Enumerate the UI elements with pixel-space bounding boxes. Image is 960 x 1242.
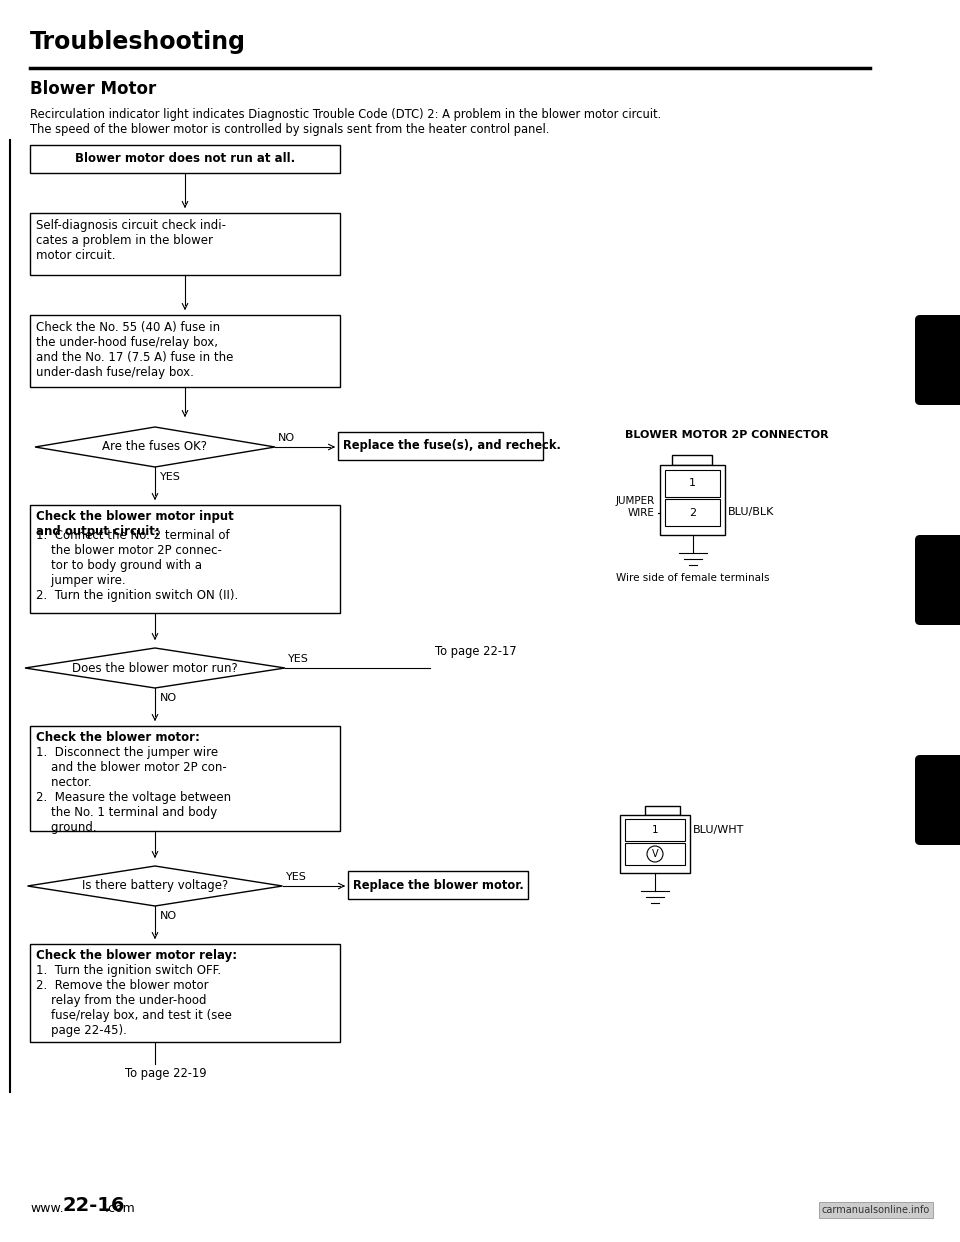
FancyBboxPatch shape	[30, 315, 340, 388]
FancyBboxPatch shape	[645, 806, 680, 815]
FancyBboxPatch shape	[665, 469, 720, 497]
Text: 1.  Turn the ignition switch OFF.
2.  Remove the blower motor
    relay from the: 1. Turn the ignition switch OFF. 2. Remo…	[36, 964, 232, 1037]
Text: 2: 2	[689, 508, 696, 518]
Text: To page 22-17: To page 22-17	[435, 645, 516, 658]
Text: Blower Motor: Blower Motor	[30, 79, 156, 98]
FancyBboxPatch shape	[30, 944, 340, 1042]
Text: 1: 1	[689, 478, 696, 488]
Text: Wire side of female terminals: Wire side of female terminals	[615, 573, 769, 582]
Text: 1.  Connect the No. 2 terminal of
    the blower motor 2P connec-
    tor to bod: 1. Connect the No. 2 terminal of the blo…	[36, 529, 238, 602]
FancyBboxPatch shape	[625, 818, 685, 841]
FancyBboxPatch shape	[348, 871, 528, 899]
Text: To page 22-19: To page 22-19	[125, 1067, 206, 1081]
Text: Blower motor does not run at all.: Blower motor does not run at all.	[75, 153, 295, 165]
Text: 1.  Disconnect the jumper wire
    and the blower motor 2P con-
    nector.
2.  : 1. Disconnect the jumper wire and the bl…	[36, 746, 231, 833]
Text: carmanualsonline.info: carmanualsonline.info	[822, 1205, 930, 1215]
Text: BLU/WHT: BLU/WHT	[693, 825, 744, 835]
Text: 22-16: 22-16	[62, 1196, 125, 1215]
Text: YES: YES	[288, 655, 309, 664]
Text: NO: NO	[160, 693, 178, 703]
Text: Check the blower motor:: Check the blower motor:	[36, 732, 200, 744]
Text: NO: NO	[160, 910, 178, 922]
FancyBboxPatch shape	[30, 212, 340, 274]
Polygon shape	[35, 427, 275, 467]
FancyBboxPatch shape	[620, 815, 690, 873]
Polygon shape	[25, 648, 285, 688]
FancyBboxPatch shape	[915, 755, 960, 845]
Text: YES: YES	[285, 872, 306, 882]
Text: BLOWER MOTOR 2P CONNECTOR: BLOWER MOTOR 2P CONNECTOR	[625, 430, 828, 440]
Text: YES: YES	[160, 472, 180, 482]
FancyBboxPatch shape	[672, 455, 712, 465]
FancyBboxPatch shape	[915, 315, 960, 405]
FancyBboxPatch shape	[915, 535, 960, 625]
Text: Does the blower motor run?: Does the blower motor run?	[72, 662, 238, 674]
Text: Replace the blower motor.: Replace the blower motor.	[353, 878, 524, 892]
Text: BLU/BLK: BLU/BLK	[728, 508, 775, 518]
FancyBboxPatch shape	[30, 145, 340, 173]
Text: Replace the fuse(s), and recheck.: Replace the fuse(s), and recheck.	[343, 440, 561, 452]
Text: Check the blower motor input
and output circuit:: Check the blower motor input and output …	[36, 510, 233, 538]
Text: www.: www.	[30, 1202, 63, 1215]
Text: Is there battery voltage?: Is there battery voltage?	[82, 879, 228, 893]
FancyBboxPatch shape	[30, 727, 340, 831]
Text: V: V	[652, 850, 659, 859]
Text: 1: 1	[652, 825, 659, 835]
FancyBboxPatch shape	[30, 505, 340, 614]
FancyBboxPatch shape	[625, 843, 685, 864]
Text: NO: NO	[278, 433, 295, 443]
Text: Are the fuses OK?: Are the fuses OK?	[103, 441, 207, 453]
Text: Check the blower motor relay:: Check the blower motor relay:	[36, 949, 237, 963]
Text: Troubleshooting: Troubleshooting	[30, 30, 246, 53]
Text: Check the No. 55 (40 A) fuse in
the under-hood fuse/relay box,
and the No. 17 (7: Check the No. 55 (40 A) fuse in the unde…	[36, 320, 233, 379]
Text: Recirculation indicator light indicates Diagnostic Trouble Code (DTC) 2: A probl: Recirculation indicator light indicates …	[30, 108, 661, 120]
Polygon shape	[28, 866, 282, 905]
Text: JUMPER
WIRE: JUMPER WIRE	[615, 497, 655, 518]
Text: Self-diagnosis circuit check indi-
cates a problem in the blower
motor circuit.: Self-diagnosis circuit check indi- cates…	[36, 219, 226, 262]
Text: .com: .com	[105, 1202, 135, 1215]
FancyBboxPatch shape	[660, 465, 725, 535]
Text: The speed of the blower motor is controlled by signals sent from the heater cont: The speed of the blower motor is control…	[30, 123, 549, 137]
FancyBboxPatch shape	[665, 499, 720, 527]
FancyBboxPatch shape	[338, 432, 543, 460]
